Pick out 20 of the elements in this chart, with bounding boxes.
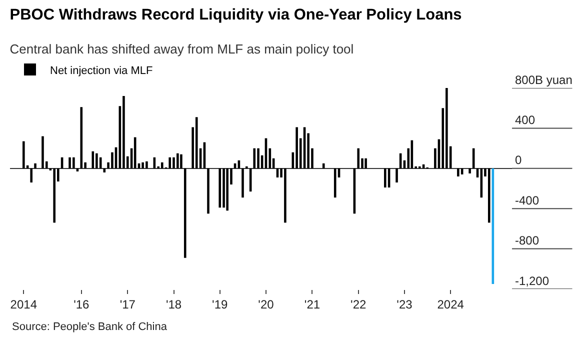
y-tick-label: -1,200 — [515, 274, 550, 288]
y-tick-label: 0 — [515, 153, 522, 168]
chart-subtitle: Central bank has shifted away from MLF as main policy tool — [10, 41, 354, 56]
x-tick-label: 2024 — [437, 297, 464, 312]
y-tick-label: -800 — [515, 234, 540, 248]
x-tick-label: '17 — [120, 297, 136, 312]
x-tick-label: '21 — [304, 297, 320, 312]
y-tick-label: 400 — [515, 113, 536, 127]
x-tick-label: '19 — [212, 297, 228, 312]
y-tick-label: -400 — [515, 193, 540, 208]
chart-title: PBOC Withdraws Record Liquidity via One-Year Policy Loans — [10, 6, 462, 24]
x-tick-label: '22 — [350, 297, 366, 312]
source-note: Source: People's Bank of China — [12, 321, 168, 333]
y-tick-label: 800B yuan — [515, 72, 572, 87]
legend-label: Net injection via MLF — [50, 64, 153, 77]
x-tick-label: '23 — [396, 297, 413, 312]
x-tick-label: '20 — [258, 297, 274, 312]
x-tick-label: 2014 — [10, 297, 38, 312]
x-tick-label: '18 — [166, 297, 182, 312]
x-tick-label: '16 — [74, 297, 90, 312]
